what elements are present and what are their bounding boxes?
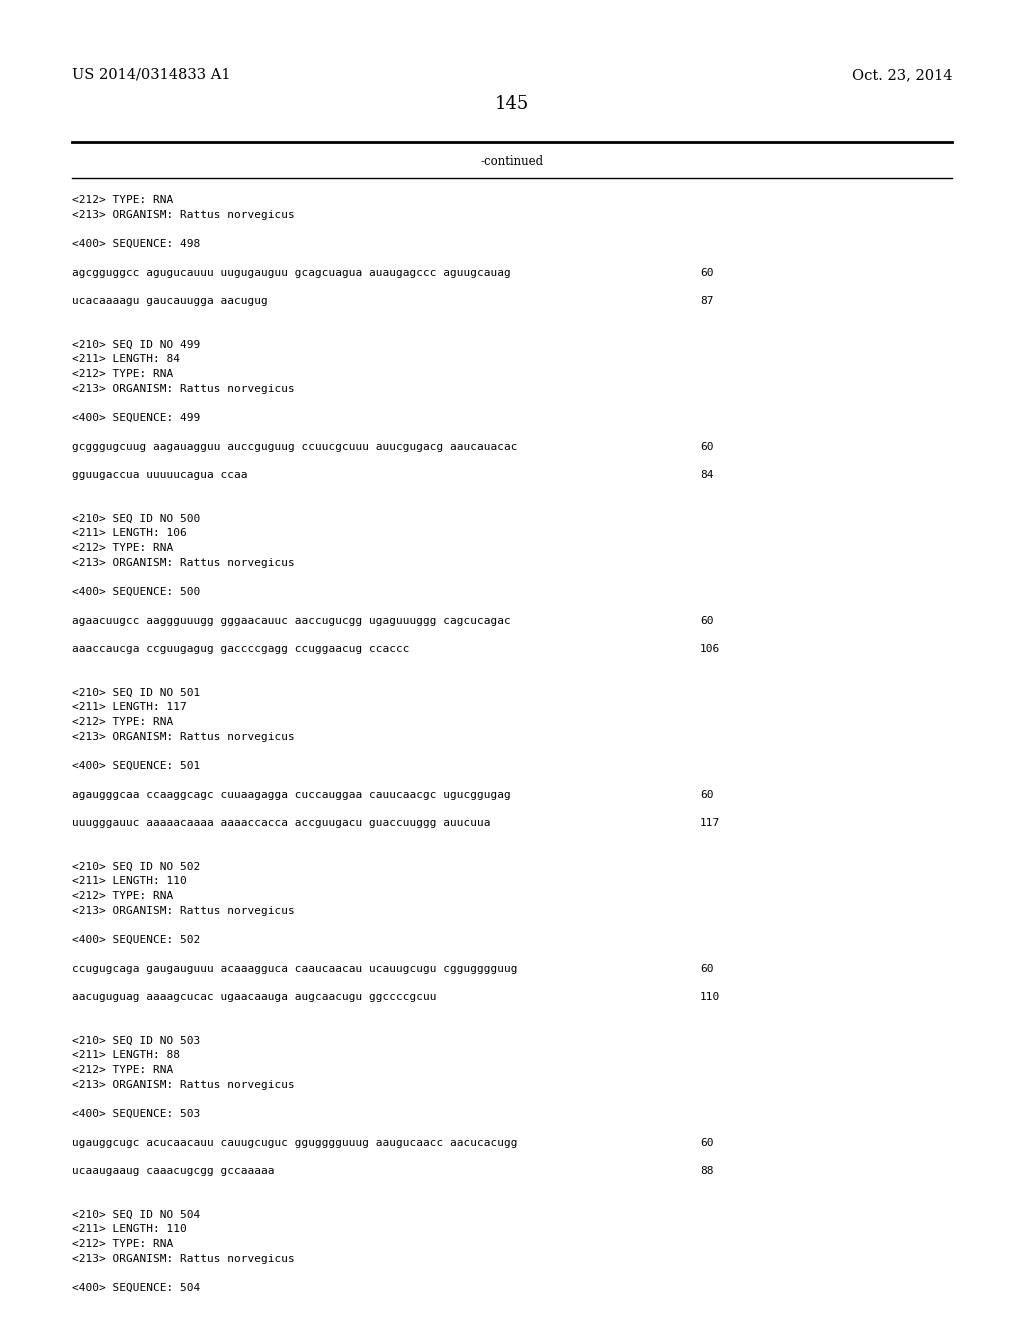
Text: <400> SEQUENCE: 501: <400> SEQUENCE: 501 <box>72 760 201 771</box>
Text: <213> ORGANISM: Rattus norvegicus: <213> ORGANISM: Rattus norvegicus <box>72 906 295 916</box>
Text: 110: 110 <box>700 993 720 1002</box>
Text: ccugugcaga gaugauguuu acaaagguca caaucaacau ucauugcugu cggugggguug: ccugugcaga gaugauguuu acaaagguca caaucaa… <box>72 964 517 974</box>
Text: <211> LENGTH: 106: <211> LENGTH: 106 <box>72 528 186 539</box>
Text: <213> ORGANISM: Rattus norvegicus: <213> ORGANISM: Rattus norvegicus <box>72 384 295 393</box>
Text: <213> ORGANISM: Rattus norvegicus: <213> ORGANISM: Rattus norvegicus <box>72 731 295 742</box>
Text: <211> LENGTH: 84: <211> LENGTH: 84 <box>72 355 180 364</box>
Text: <400> SEQUENCE: 502: <400> SEQUENCE: 502 <box>72 935 201 945</box>
Text: uuugggauuc aaaaacaaaa aaaaccacca accguugacu guaccuuggg auucuua: uuugggauuc aaaaacaaaa aaaaccacca accguug… <box>72 818 490 829</box>
Text: <210> SEQ ID NO 501: <210> SEQ ID NO 501 <box>72 688 201 698</box>
Text: agcgguggcc agugucauuu uugugauguu gcagcuagua auaugagccc aguugcauag: agcgguggcc agugucauuu uugugauguu gcagcua… <box>72 268 511 277</box>
Text: <210> SEQ ID NO 500: <210> SEQ ID NO 500 <box>72 513 201 524</box>
Text: <211> LENGTH: 110: <211> LENGTH: 110 <box>72 876 186 887</box>
Text: 106: 106 <box>700 644 720 655</box>
Text: 60: 60 <box>700 268 714 277</box>
Text: ucaaugaaug caaacugcgg gccaaaaa: ucaaugaaug caaacugcgg gccaaaaa <box>72 1167 274 1176</box>
Text: <210> SEQ ID NO 499: <210> SEQ ID NO 499 <box>72 341 201 350</box>
Text: <211> LENGTH: 88: <211> LENGTH: 88 <box>72 1051 180 1060</box>
Text: <211> LENGTH: 110: <211> LENGTH: 110 <box>72 1225 186 1234</box>
Text: <400> SEQUENCE: 503: <400> SEQUENCE: 503 <box>72 1109 201 1118</box>
Text: 60: 60 <box>700 441 714 451</box>
Text: <400> SEQUENCE: 499: <400> SEQUENCE: 499 <box>72 412 201 422</box>
Text: agaacuugcc aaggguuugg gggaacauuc aaccugucgg ugaguuuggg cagcucagac: agaacuugcc aaggguuugg gggaacauuc aaccugu… <box>72 615 511 626</box>
Text: aacuguguag aaaagcucac ugaacaauga augcaacugu ggccccgcuu: aacuguguag aaaagcucac ugaacaauga augcaac… <box>72 993 436 1002</box>
Text: <210> SEQ ID NO 503: <210> SEQ ID NO 503 <box>72 1036 201 1045</box>
Text: -continued: -continued <box>480 154 544 168</box>
Text: <212> TYPE: RNA: <212> TYPE: RNA <box>72 195 173 205</box>
Text: <400> SEQUENCE: 498: <400> SEQUENCE: 498 <box>72 239 201 248</box>
Text: 60: 60 <box>700 1138 714 1147</box>
Text: <212> TYPE: RNA: <212> TYPE: RNA <box>72 1239 173 1249</box>
Text: <213> ORGANISM: Rattus norvegicus: <213> ORGANISM: Rattus norvegicus <box>72 1080 295 1089</box>
Text: 84: 84 <box>700 470 714 480</box>
Text: 87: 87 <box>700 297 714 306</box>
Text: 60: 60 <box>700 964 714 974</box>
Text: <211> LENGTH: 117: <211> LENGTH: 117 <box>72 702 186 713</box>
Text: <213> ORGANISM: Rattus norvegicus: <213> ORGANISM: Rattus norvegicus <box>72 1254 295 1263</box>
Text: US 2014/0314833 A1: US 2014/0314833 A1 <box>72 69 230 82</box>
Text: <210> SEQ ID NO 502: <210> SEQ ID NO 502 <box>72 862 201 873</box>
Text: <213> ORGANISM: Rattus norvegicus: <213> ORGANISM: Rattus norvegicus <box>72 557 295 568</box>
Text: <212> TYPE: RNA: <212> TYPE: RNA <box>72 717 173 727</box>
Text: gguugaccua uuuuucagua ccaa: gguugaccua uuuuucagua ccaa <box>72 470 248 480</box>
Text: gcgggugcuug aagauagguu auccguguug ccuucgcuuu auucgugacg aaucauacac: gcgggugcuug aagauagguu auccguguug ccuucg… <box>72 441 517 451</box>
Text: <213> ORGANISM: Rattus norvegicus: <213> ORGANISM: Rattus norvegicus <box>72 210 295 219</box>
Text: <212> TYPE: RNA: <212> TYPE: RNA <box>72 370 173 379</box>
Text: 117: 117 <box>700 818 720 829</box>
Text: <212> TYPE: RNA: <212> TYPE: RNA <box>72 1065 173 1074</box>
Text: <400> SEQUENCE: 500: <400> SEQUENCE: 500 <box>72 586 201 597</box>
Text: ugauggcugc acucaacauu cauugcuguc ggugggguuug aaugucaacc aacucacugg: ugauggcugc acucaacauu cauugcuguc ggugggg… <box>72 1138 517 1147</box>
Text: <400> SEQUENCE: 504: <400> SEQUENCE: 504 <box>72 1283 201 1292</box>
Text: <210> SEQ ID NO 504: <210> SEQ ID NO 504 <box>72 1210 201 1220</box>
Text: 145: 145 <box>495 95 529 114</box>
Text: agaugggcaa ccaaggcagc cuuaagagga cuccauggaa cauucaacgc ugucggugag: agaugggcaa ccaaggcagc cuuaagagga cuccaug… <box>72 789 511 800</box>
Text: <212> TYPE: RNA: <212> TYPE: RNA <box>72 543 173 553</box>
Text: 88: 88 <box>700 1167 714 1176</box>
Text: Oct. 23, 2014: Oct. 23, 2014 <box>852 69 952 82</box>
Text: 60: 60 <box>700 789 714 800</box>
Text: aaaccaucga ccguugagug gaccccgagg ccuggaacug ccaccc: aaaccaucga ccguugagug gaccccgagg ccuggaa… <box>72 644 410 655</box>
Text: <212> TYPE: RNA: <212> TYPE: RNA <box>72 891 173 902</box>
Text: 60: 60 <box>700 615 714 626</box>
Text: ucacaaaagu gaucauugga aacugug: ucacaaaagu gaucauugga aacugug <box>72 297 267 306</box>
